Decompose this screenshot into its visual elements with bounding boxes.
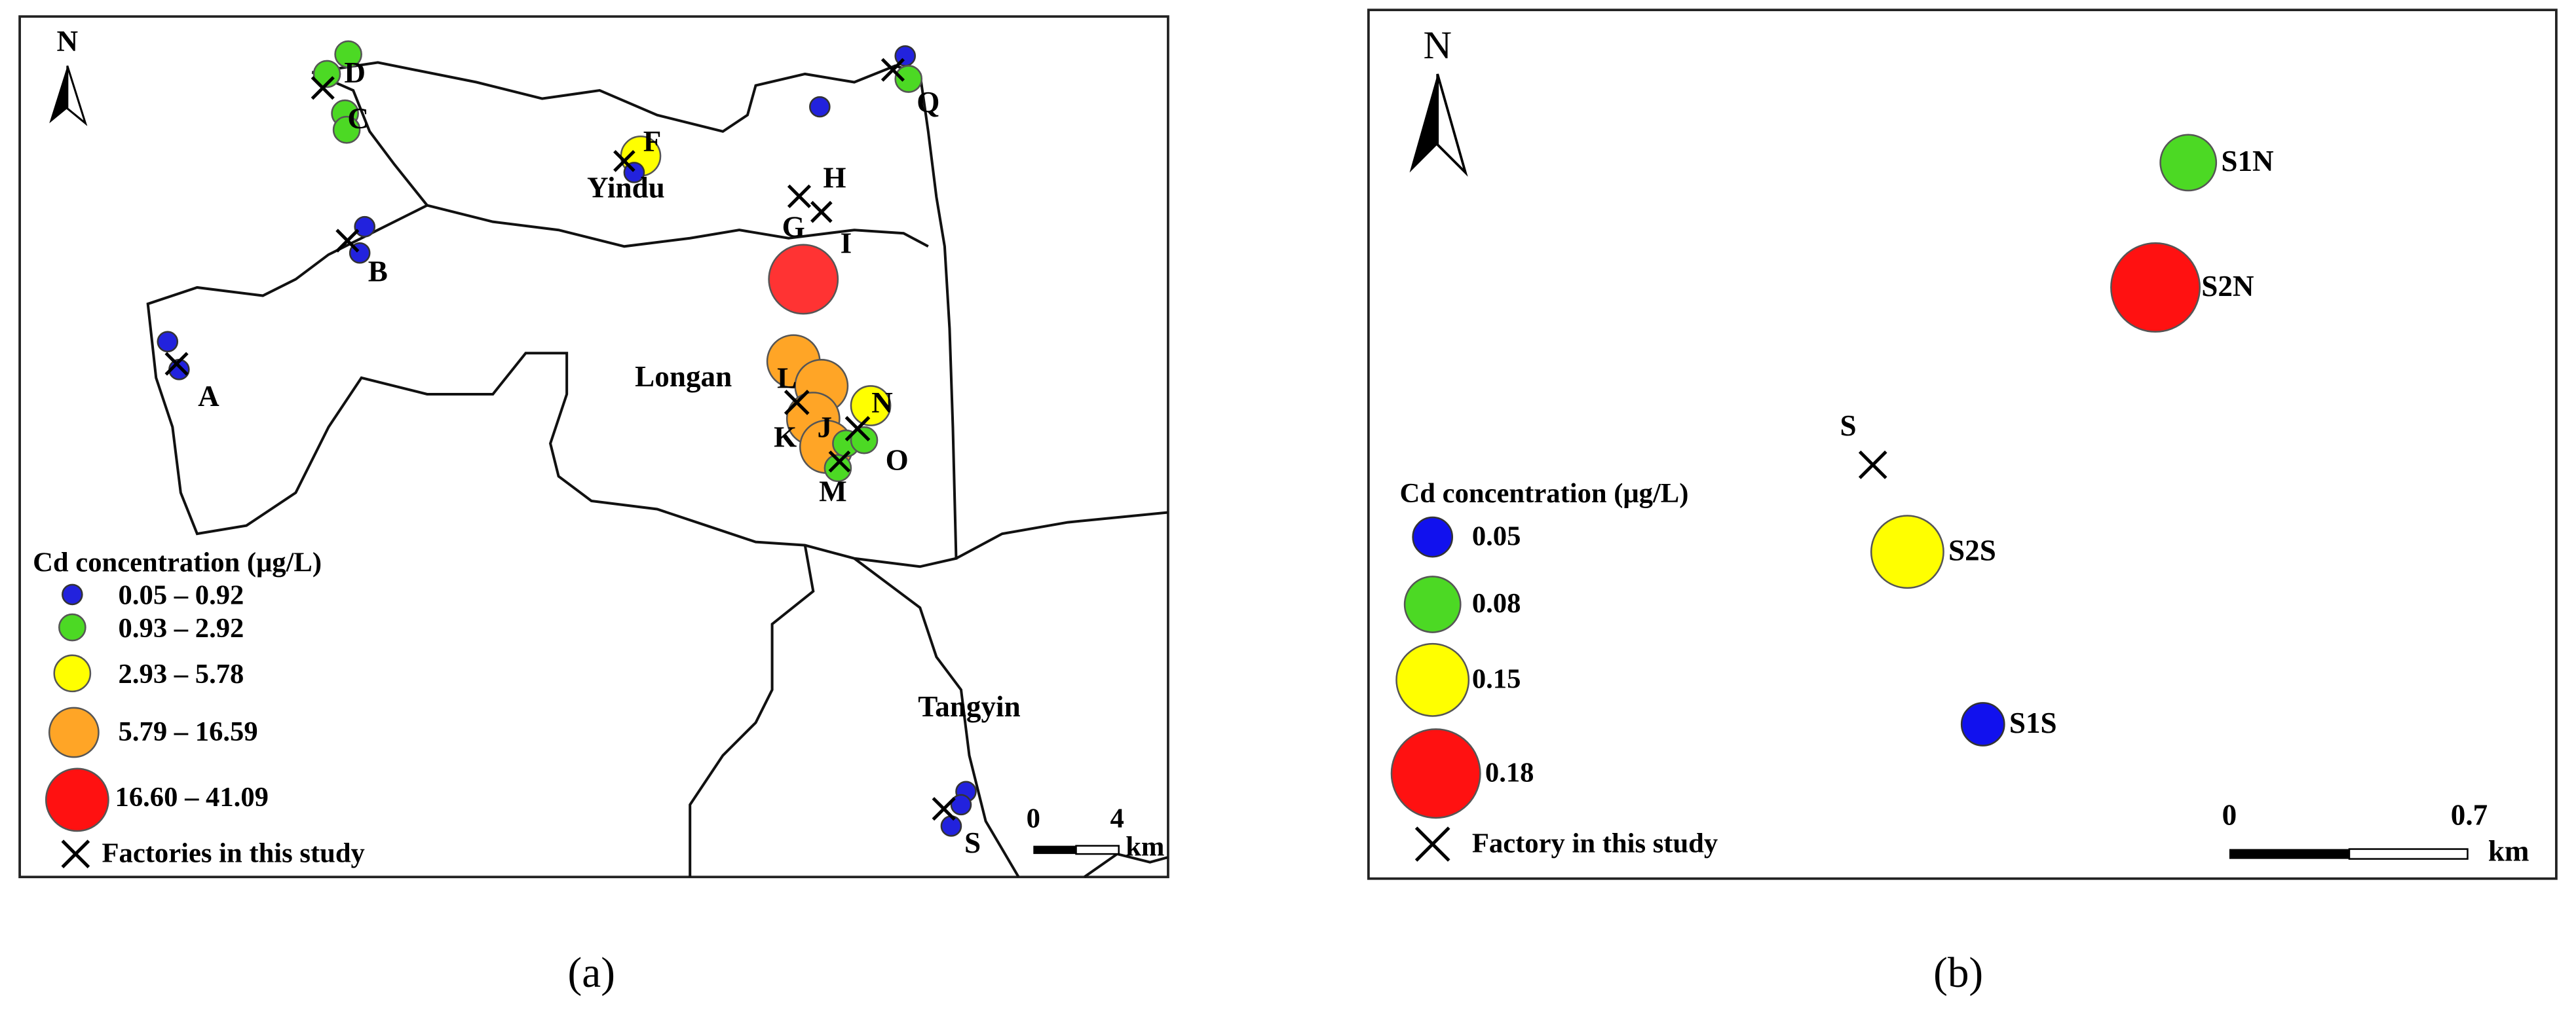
north-arrow <box>1409 73 1468 177</box>
site-label: S2S <box>1948 534 1996 567</box>
legend-label: 16.60 – 41.09 <box>115 782 269 813</box>
site-label: S2N <box>2201 270 2254 303</box>
legend-symbol <box>62 583 83 606</box>
map-frame <box>1367 9 2558 880</box>
legend-label: Factories in this study <box>102 838 364 868</box>
legend-symbol <box>1395 642 1470 717</box>
site-label: L <box>777 361 797 394</box>
site-green <box>334 40 362 69</box>
site-green <box>824 454 852 483</box>
site-label: M <box>819 475 847 507</box>
site-label: C <box>347 102 369 135</box>
scale-segment <box>1075 845 1120 855</box>
site-yellow <box>1870 515 1944 589</box>
site-blue <box>157 331 179 353</box>
scale-label: 0.7 <box>2451 798 2488 831</box>
site-label: K <box>774 421 797 454</box>
legend-label: 0.93 – 2.92 <box>119 613 244 644</box>
legend-label: 0.05 – 0.92 <box>119 580 244 611</box>
site-blue <box>354 215 375 238</box>
site-label: B <box>368 255 388 287</box>
legend-a: Cd concentration (μg/L) 0.05 – 0.92 0.93… <box>33 547 365 869</box>
caption: (a) <box>568 950 615 997</box>
legend-symbol <box>1390 728 1481 819</box>
map-frame <box>18 15 1169 879</box>
legend-symbol <box>1403 576 1462 633</box>
boundaries <box>146 61 1169 878</box>
site-red <box>768 244 839 315</box>
scale-label: 0 <box>2222 798 2237 831</box>
legend-symbol <box>58 613 86 642</box>
site-green <box>2159 134 2218 192</box>
north-label: N <box>57 25 79 58</box>
place-label: Longan <box>635 360 732 393</box>
site-label: N <box>871 386 893 419</box>
site-green <box>313 60 341 88</box>
north-label: N <box>1423 24 1451 67</box>
site-label: D <box>344 56 366 89</box>
scale-bar-a: 0 4 km <box>1027 803 1165 862</box>
site-label: O <box>886 444 909 477</box>
site-blue <box>1960 702 2005 747</box>
site-label: A <box>198 380 219 413</box>
legend-label: 0.18 <box>1485 758 1534 788</box>
site-label: J <box>818 411 833 443</box>
site-label: G <box>782 211 805 244</box>
site-blue <box>940 815 962 837</box>
legend-symbol <box>1414 826 1450 862</box>
legend-symbol <box>1412 516 1454 558</box>
scale-label: 4 <box>1110 803 1124 834</box>
legend-label: 0.08 <box>1472 588 1521 619</box>
site-label: S <box>1840 409 1857 442</box>
place-label: Yindu <box>587 171 665 204</box>
legend-b: Cd concentration (μg/L) 0.05 0.08 0.15 0… <box>1390 478 1718 862</box>
legend-title: Cd concentration (μg/L) <box>33 547 322 578</box>
scale-unit: km <box>1126 831 1164 862</box>
sites <box>157 40 977 837</box>
site-label: F <box>643 125 662 158</box>
site-label: I <box>841 227 852 260</box>
legend-symbol <box>61 840 90 868</box>
site-green <box>894 65 923 93</box>
scale-unit: km <box>2488 834 2529 867</box>
site-label: S1S <box>2009 707 2057 739</box>
scale-segment <box>2229 849 2349 859</box>
site-labels: D C F H G I B A L N K J O M Q S <box>198 56 981 859</box>
factory <box>1858 450 1887 479</box>
site-label: S1N <box>2221 145 2273 177</box>
site-red <box>2110 242 2201 333</box>
factories <box>164 58 956 821</box>
site-blue <box>809 96 831 118</box>
legend-label: 0.05 <box>1472 521 1521 551</box>
site-label: H <box>823 161 846 194</box>
legend-label: 2.93 – 5.78 <box>119 659 244 690</box>
legend-symbol <box>45 767 109 832</box>
legend-label: Factory in this study <box>1472 828 1718 858</box>
caption: (b) <box>1933 950 1983 997</box>
legend-label: 0.15 <box>1472 664 1521 695</box>
site-green <box>850 426 879 454</box>
legend-label: 5.79 – 16.59 <box>119 716 258 747</box>
panel-a: N Yindu Longan Tangyin D C F H G I B A L… <box>18 15 1169 997</box>
scale-bar-b: 0 0.7 km <box>2222 798 2529 867</box>
site-blue <box>950 794 972 816</box>
legend-symbol <box>53 654 92 693</box>
legend-symbol <box>48 707 100 758</box>
site-label: S <box>964 826 981 859</box>
panel-b: N S1N S2N S S2S S1S Cd concentration (μg… <box>1367 9 2558 997</box>
scale-segment <box>2348 848 2469 860</box>
site-yellow <box>850 385 892 426</box>
scale-label: 0 <box>1027 803 1040 834</box>
site-green <box>332 115 361 144</box>
site-label: Q <box>917 86 939 119</box>
legend-title: Cd concentration (μg/L) <box>1400 478 1689 509</box>
scale-segment <box>1033 845 1076 855</box>
place-label: Tangyin <box>918 690 1020 723</box>
